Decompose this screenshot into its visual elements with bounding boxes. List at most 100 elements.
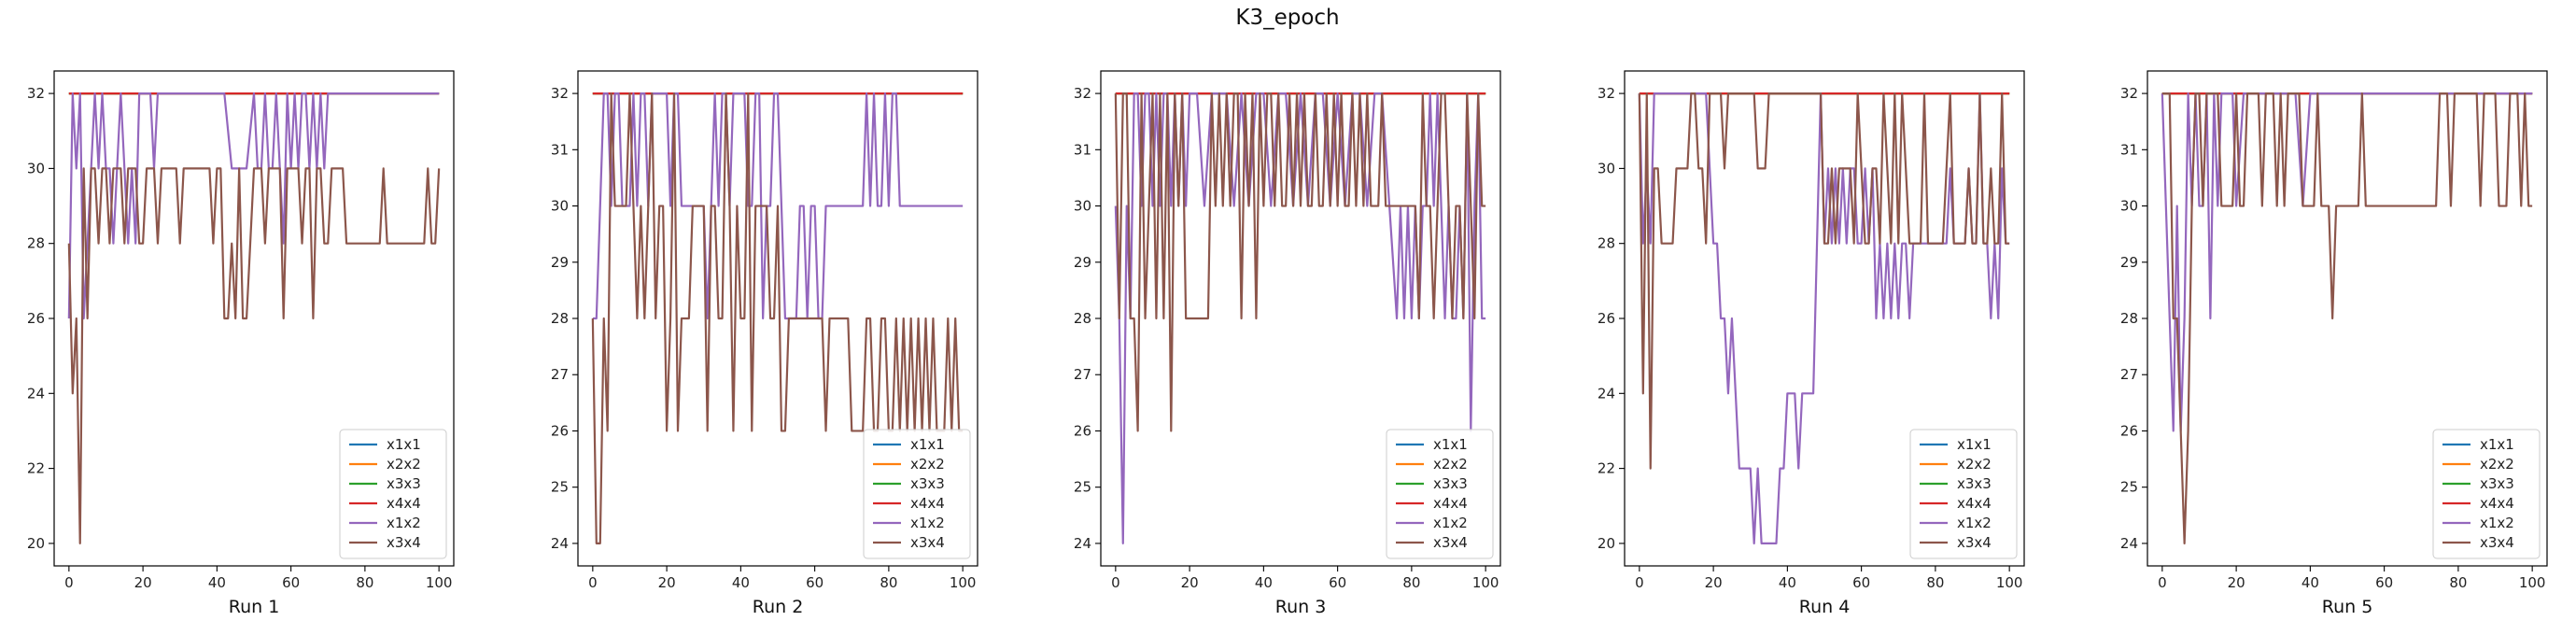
series-lines bbox=[2161, 92, 2533, 545]
x-tick-label: 60 bbox=[2375, 574, 2393, 591]
y-tick-label: 30 bbox=[27, 160, 45, 176]
legend-label: x2x2 bbox=[910, 456, 945, 473]
legend-label: x1x2 bbox=[1433, 515, 1468, 531]
legend-label: x4x4 bbox=[387, 495, 421, 512]
y-tick: 32 bbox=[2120, 85, 2147, 102]
legend-entry-x1x2: x1x2 bbox=[2442, 515, 2514, 531]
y-tick: 32 bbox=[1598, 85, 1625, 102]
x-tick: 20 bbox=[658, 566, 676, 591]
legend-entry-x4x4: x4x4 bbox=[349, 495, 421, 512]
legend-label: x3x4 bbox=[910, 534, 945, 551]
y-tick-label: 20 bbox=[27, 535, 45, 552]
legend-entry-x1x1: x1x1 bbox=[349, 436, 421, 453]
y-tick: 29 bbox=[551, 254, 578, 271]
y-tick-label: 20 bbox=[1598, 535, 1615, 552]
legend-entry-x4x4: x4x4 bbox=[1920, 495, 1992, 512]
y-tick-label: 24 bbox=[1074, 535, 1091, 552]
series-line-x3x4 bbox=[67, 167, 441, 545]
x-tick-label: 0 bbox=[1635, 574, 1644, 591]
y-tick: 28 bbox=[1074, 310, 1101, 327]
y-tick-label: 32 bbox=[551, 85, 569, 102]
x-tick-label: 20 bbox=[658, 574, 676, 591]
legend-entry-x3x3: x3x3 bbox=[873, 475, 945, 492]
y-tick-label: 28 bbox=[1598, 235, 1615, 252]
x-tick: 0 bbox=[1635, 566, 1644, 591]
y-tick-label: 25 bbox=[1074, 479, 1091, 496]
y-tick-label: 24 bbox=[2120, 535, 2138, 552]
y-tick: 20 bbox=[27, 535, 54, 552]
x-tick: 60 bbox=[806, 566, 823, 591]
x-tick-label: 60 bbox=[806, 574, 823, 591]
legend-entry-x4x4: x4x4 bbox=[2442, 495, 2514, 512]
y-tick-label: 32 bbox=[1074, 85, 1091, 102]
legend-entry-x3x3: x3x3 bbox=[349, 475, 421, 492]
y-tick: 27 bbox=[1074, 366, 1101, 383]
x-tick: 60 bbox=[1852, 566, 1870, 591]
x-tick-label: 0 bbox=[1111, 574, 1120, 591]
y-tick-label: 27 bbox=[2120, 366, 2138, 383]
legend-entry-x1x2: x1x2 bbox=[873, 515, 945, 531]
series-line-x3x4 bbox=[1638, 92, 2010, 470]
x-tick: 20 bbox=[1181, 566, 1199, 591]
y-tick: 30 bbox=[1598, 160, 1625, 176]
legend-label: x3x4 bbox=[387, 534, 421, 551]
x-tick-label: 20 bbox=[1705, 574, 1723, 591]
legend-label: x1x2 bbox=[2480, 515, 2514, 531]
legend-label: x3x3 bbox=[1433, 475, 1468, 492]
x-tick: 40 bbox=[1255, 566, 1273, 591]
legend-entry-x3x4: x3x4 bbox=[1920, 534, 1992, 551]
x-tick-label: 100 bbox=[950, 574, 977, 591]
y-tick: 26 bbox=[27, 310, 54, 327]
legend-box bbox=[863, 429, 971, 559]
legend-label: x3x4 bbox=[1957, 534, 1992, 551]
x-tick-label: 0 bbox=[64, 574, 74, 591]
x-tick-label: 80 bbox=[356, 574, 373, 591]
x-tick-label: 40 bbox=[208, 574, 226, 591]
y-tick: 30 bbox=[551, 198, 578, 215]
x-tick-label: 0 bbox=[588, 574, 598, 591]
legend-box bbox=[1909, 429, 2018, 559]
y-tick: 26 bbox=[1074, 422, 1101, 439]
x-tick: 40 bbox=[732, 566, 750, 591]
legend: x1x1 x2x2 x3x3 x4x4 x1x2 x3x4 bbox=[1909, 429, 2018, 559]
x-tick: 0 bbox=[588, 566, 598, 591]
legend-label: x3x3 bbox=[1957, 475, 1992, 492]
y-tick-label: 27 bbox=[551, 366, 569, 383]
x-tick: 60 bbox=[2375, 566, 2393, 591]
y-tick-label: 25 bbox=[2120, 479, 2138, 496]
legend-entry-x1x1: x1x1 bbox=[1920, 436, 1992, 453]
x-tick-label: 100 bbox=[1996, 574, 2023, 591]
legend-label: x1x2 bbox=[910, 515, 945, 531]
y-tick: 31 bbox=[2120, 141, 2147, 158]
legend-label: x3x3 bbox=[2480, 475, 2514, 492]
series-line-x3x4 bbox=[591, 92, 964, 545]
x-axis-label: Run 3 bbox=[1275, 597, 1327, 617]
y-tick: 29 bbox=[2120, 254, 2147, 271]
y-tick: 28 bbox=[27, 235, 54, 252]
series-lines bbox=[67, 92, 441, 545]
legend-label: x1x1 bbox=[910, 436, 945, 453]
y-tick-label: 26 bbox=[1074, 422, 1091, 439]
x-tick-label: 100 bbox=[1472, 574, 1499, 591]
x-tick: 80 bbox=[880, 566, 897, 591]
legend-entry-x3x3: x3x3 bbox=[2442, 475, 2514, 492]
y-tick: 24 bbox=[551, 535, 578, 552]
y-tick-label: 22 bbox=[27, 460, 45, 477]
x-tick: 80 bbox=[2449, 566, 2467, 591]
legend-entry-x2x2: x2x2 bbox=[873, 456, 945, 473]
y-tick-label: 29 bbox=[1074, 254, 1091, 271]
legend-label: x2x2 bbox=[1957, 456, 1992, 473]
x-tick-label: 60 bbox=[1852, 574, 1870, 591]
x-axis-label: Run 5 bbox=[2322, 597, 2373, 617]
x-tick-label: 80 bbox=[1926, 574, 1944, 591]
y-tick-label: 22 bbox=[1598, 460, 1615, 477]
x-tick-label: 0 bbox=[2158, 574, 2167, 591]
series-line-x1x2 bbox=[2161, 92, 2533, 432]
figure-title: K3_epoch bbox=[1235, 6, 1339, 30]
legend-label: x4x4 bbox=[1957, 495, 1992, 512]
x-axis-label: Run 1 bbox=[229, 597, 280, 617]
x-tick: 60 bbox=[282, 566, 300, 591]
